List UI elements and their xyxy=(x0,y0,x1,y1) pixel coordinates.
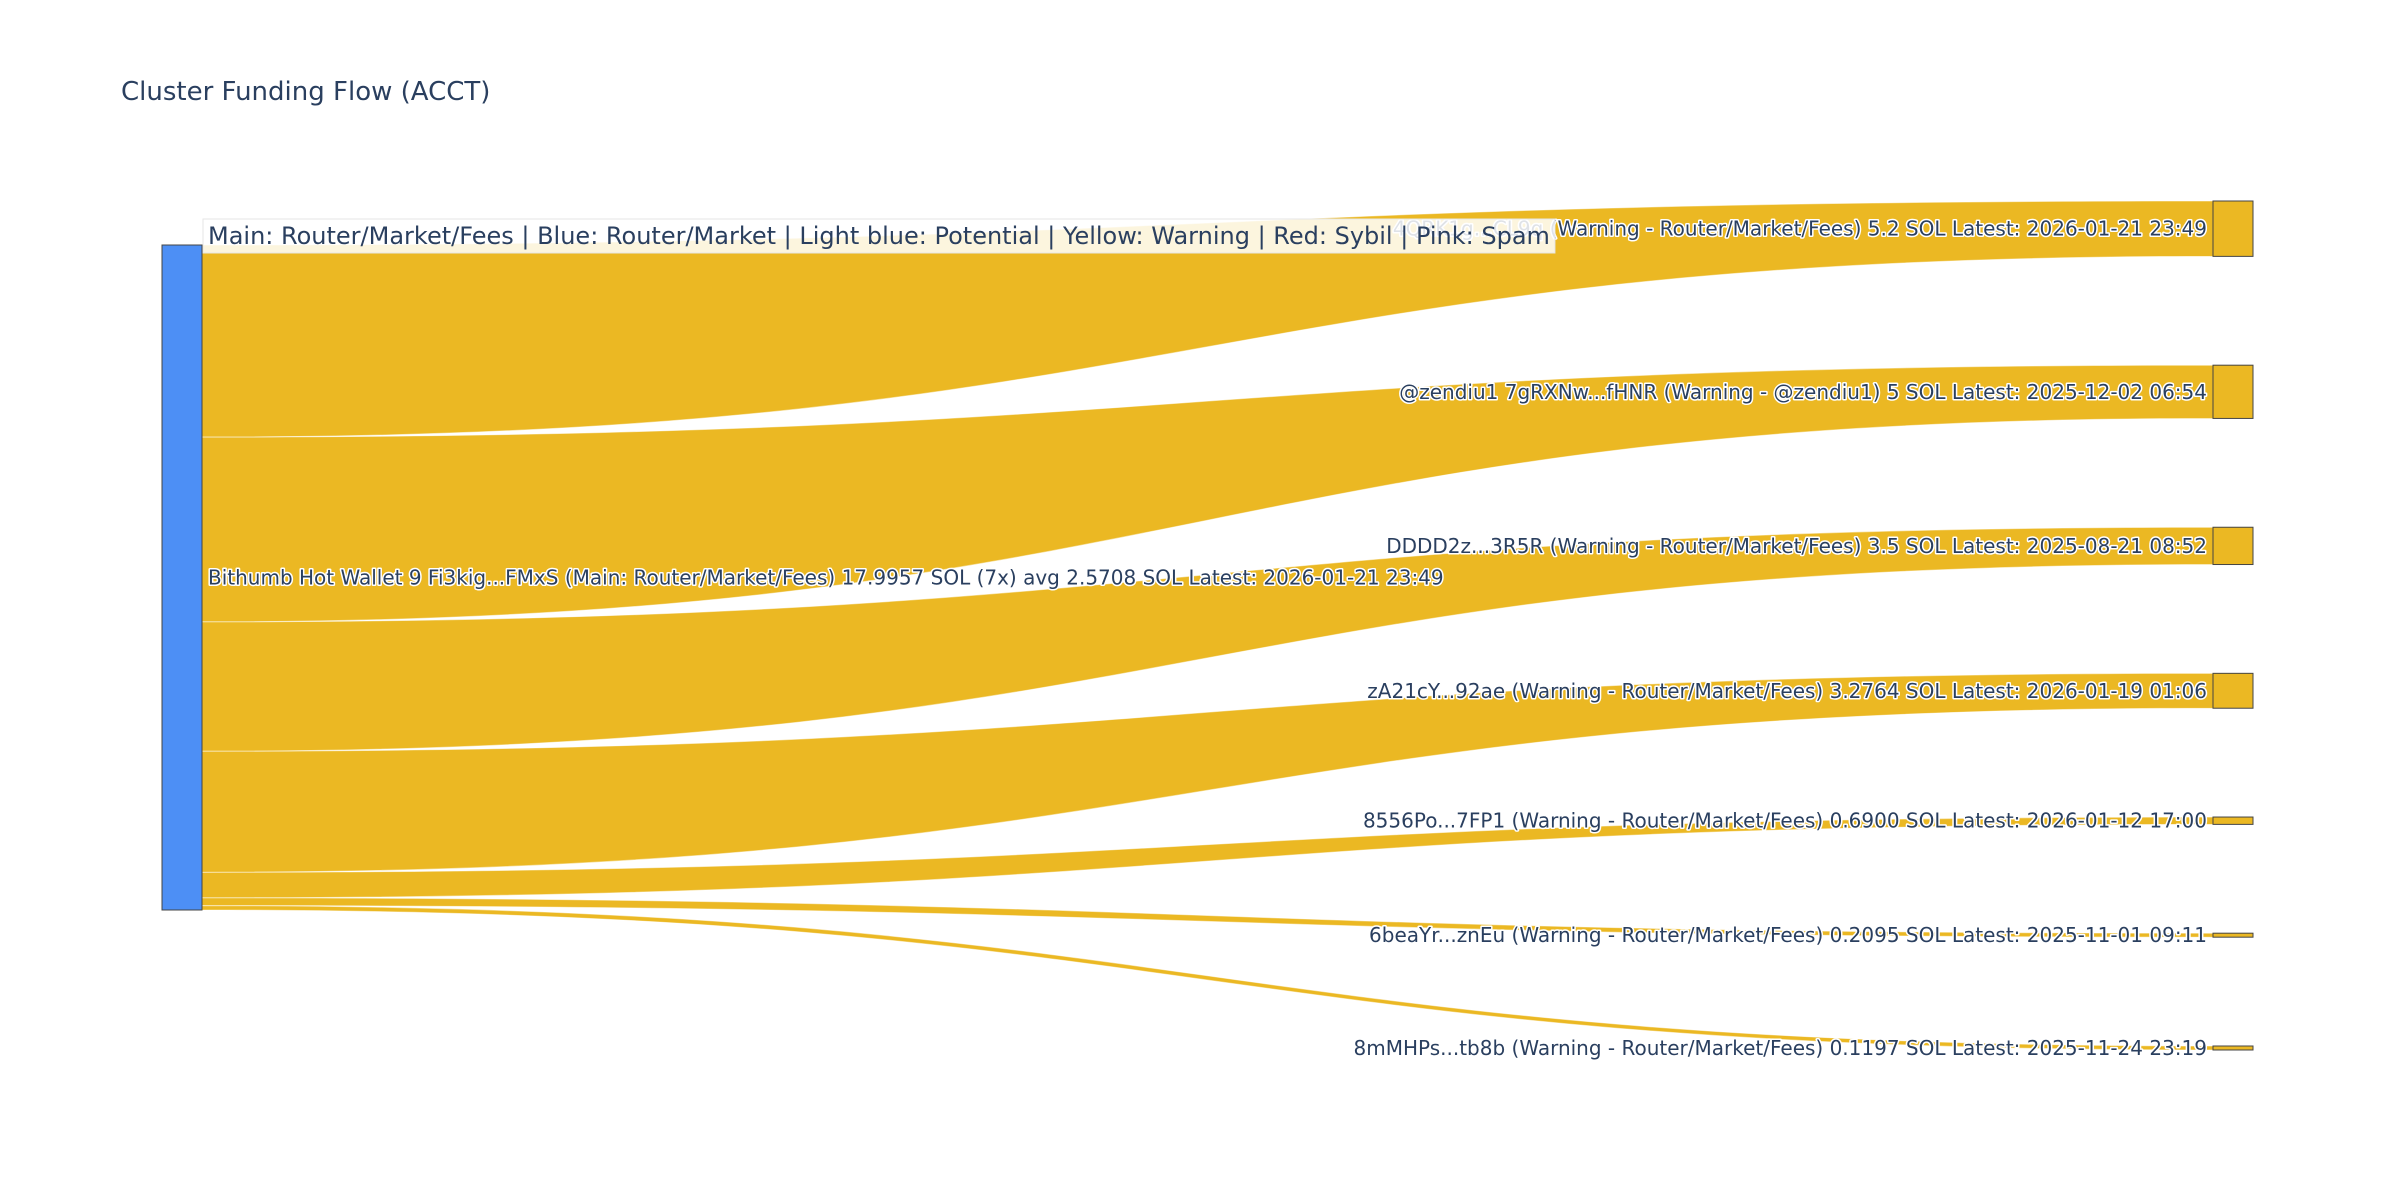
legend-annotation: Main: Router/Market/Fees | Blue: Router/… xyxy=(202,218,1556,254)
source-node[interactable] xyxy=(161,244,203,911)
target-node-7[interactable] xyxy=(2212,1045,2254,1051)
target-node-label-5: 8556Po...7FP1 (Warning - Router/Market/F… xyxy=(1363,809,2207,833)
target-node-label-2: @zendiu1 7gRXNw...fHNR (Warning - @zendi… xyxy=(1399,380,2207,404)
source-node-label: Bithumb Hot Wallet 9 Fi3kig...FMxS (Main… xyxy=(208,566,1444,590)
target-node-label-6: 6beaYr...znEu (Warning - Router/Market/F… xyxy=(1369,923,2207,947)
target-node-6[interactable] xyxy=(2212,932,2254,938)
flow-link-3[interactable] xyxy=(201,526,2214,752)
chart-title: Cluster Funding Flow (ACCT) xyxy=(121,77,490,107)
target-node-1[interactable] xyxy=(2212,200,2254,257)
target-node-5[interactable] xyxy=(2212,816,2254,825)
target-node-3[interactable] xyxy=(2212,526,2254,566)
legend-text: Main: Router/Market/Fees | Blue: Router/… xyxy=(208,222,1550,250)
legend-background xyxy=(202,218,1556,254)
target-node-2[interactable] xyxy=(2212,364,2254,419)
target-node-label-3: DDDD2z...3R5R (Warning - Router/Market/F… xyxy=(1386,534,2207,558)
flow-nodes xyxy=(161,200,2254,1051)
flow-link-4[interactable] xyxy=(201,672,2214,873)
target-node-4[interactable] xyxy=(2212,672,2254,709)
target-node-label-7: 8mMHPs...tb8b (Warning - Router/Market/F… xyxy=(1354,1036,2208,1060)
node-labels: 4QRK1g...CL9q (Warning - Router/Market/F… xyxy=(207,215,2209,1061)
flow-link-2[interactable] xyxy=(201,364,2214,623)
target-node-label-4: zA21cY...92ae (Warning - Router/Market/F… xyxy=(1367,679,2207,703)
